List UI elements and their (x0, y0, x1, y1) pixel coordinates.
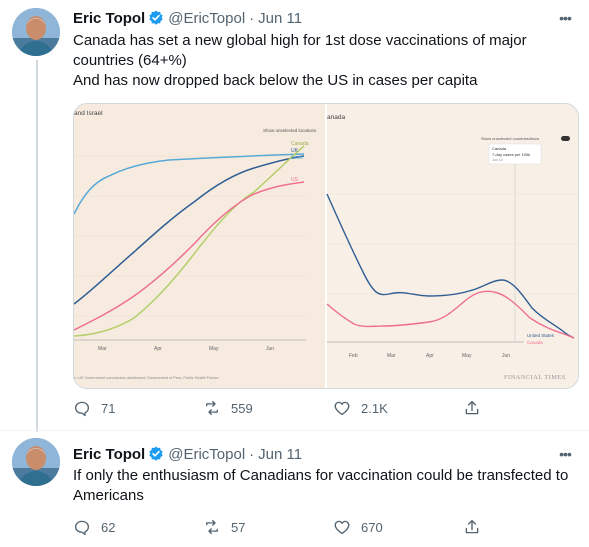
series-label-uk: UK (291, 148, 299, 154)
reply-count: 62 (101, 519, 116, 535)
like-button[interactable]: 2.1K (333, 399, 463, 417)
right-chart-toggle: Show unselected countries/blocs (481, 136, 539, 141)
tweet-text: Canada has set a new global high for 1st… (73, 31, 573, 91)
more-icon[interactable]: ••• (559, 10, 572, 26)
verified-badge-icon (148, 10, 164, 26)
tweet-header: Eric Topol @EricTopol · Jun 11 (73, 444, 302, 464)
series-label-canada: Canada (527, 340, 543, 345)
retweet-count: 559 (231, 400, 253, 416)
left-x-tick: Apr (154, 346, 162, 352)
retweet-button[interactable]: 57 (203, 518, 333, 536)
tweet-divider (0, 430, 589, 431)
author-name[interactable]: Eric Topol (73, 9, 146, 27)
reply-button[interactable]: 62 (73, 518, 203, 536)
left-grid (74, 155, 306, 317)
series-uk-line (74, 155, 305, 305)
tooltip-date: Jun 10 (492, 158, 503, 162)
left-chart-title: and Israel (74, 110, 103, 117)
like-count: 2.1K (361, 400, 388, 416)
series-label-canada: Canada (291, 141, 309, 147)
reply-icon (74, 520, 90, 536)
right-chart-title: anada (327, 114, 345, 121)
tweet-text-line: Canada has set a new global high for 1st… (73, 32, 527, 49)
tweet-media-image[interactable]: and Israel Show unselected locations Can… (73, 103, 579, 389)
series-us-line (74, 181, 305, 331)
tweet-actions: 71 559 2.1K (73, 398, 513, 418)
tweet-date[interactable]: Jun 11 (258, 9, 303, 27)
separator-dot: · (249, 9, 255, 27)
separator-dot: · (249, 445, 255, 463)
retweet-icon (206, 400, 218, 416)
right-x-tick: May (462, 353, 472, 359)
author-handle[interactable]: @EricTopol (168, 445, 246, 463)
series-canada-line (74, 145, 305, 337)
share-button[interactable] (463, 518, 481, 536)
avatar[interactable] (12, 438, 60, 486)
series-label-us: US (291, 177, 299, 183)
tweet-date[interactable]: Jun 11 (258, 445, 303, 463)
series-label-israel: Israel (291, 155, 303, 161)
right-x-tick: Jun (502, 353, 510, 359)
reply-count: 71 (101, 400, 116, 416)
retweet-count: 57 (231, 519, 246, 535)
right-x-tick: Apr (426, 353, 434, 359)
tooltip-country: Canada (492, 146, 507, 151)
series-label-united-states: United States (527, 333, 555, 338)
avatar[interactable] (12, 8, 60, 56)
series-united-states-line (326, 193, 575, 339)
author-handle[interactable]: @EricTopol (168, 9, 246, 27)
left-x-tick: Jun (266, 346, 274, 352)
more-icon[interactable]: ••• (559, 446, 572, 462)
reply-icon (74, 401, 90, 417)
right-x-tick: Mar (387, 353, 396, 359)
right-toggle-switch (561, 136, 570, 141)
like-icon (334, 520, 350, 535)
left-x-tick: Mar (98, 346, 107, 352)
tweet-text-line: If only the enthusiasm of Canadians for … (73, 467, 569, 484)
left-chart-source: s: UK Government coronavirus dashboard; … (74, 376, 219, 380)
retweet-icon (206, 519, 218, 535)
left-x-tick: May (209, 346, 219, 352)
series-canada-line (326, 290, 575, 339)
like-button[interactable]: 670 (333, 518, 463, 536)
tooltip-metric: 7-day cases per 100k (492, 152, 530, 157)
left-chart-toggle: Show unselected locations (263, 128, 317, 133)
verified-badge-icon (148, 446, 164, 462)
share-icon (465, 400, 479, 415)
panel-divider (325, 104, 327, 388)
retweet-button[interactable]: 559 (203, 399, 333, 417)
reply-button[interactable]: 71 (73, 399, 203, 417)
series-israel-line (74, 153, 305, 215)
tweet-1[interactable]: Eric Topol @EricTopol · Jun 11 ••• Canad… (0, 0, 589, 432)
right-x-tick: Feb (349, 353, 358, 359)
ft-brand-logo: FINANCIAL TIMES (504, 374, 566, 381)
thread-connector-line (36, 60, 38, 432)
tweet-actions: 62 57 670 (73, 517, 513, 537)
tweet-2[interactable]: Eric Topol @EricTopol · Jun 11 ••• If on… (0, 430, 589, 547)
author-name[interactable]: Eric Topol (73, 445, 146, 463)
tweet-text: If only the enthusiasm of Canadians for … (73, 466, 573, 506)
share-button[interactable] (463, 399, 481, 417)
share-icon (465, 519, 479, 534)
tweet-text-line: Americans (73, 487, 144, 504)
like-count: 670 (361, 519, 383, 535)
tweet-text-line: And has now dropped back below the US in… (73, 72, 478, 89)
tweet-header: Eric Topol @EricTopol · Jun 11 (73, 8, 302, 28)
like-icon (334, 401, 350, 416)
tweet-text-line: countries (64+%) (73, 52, 187, 69)
